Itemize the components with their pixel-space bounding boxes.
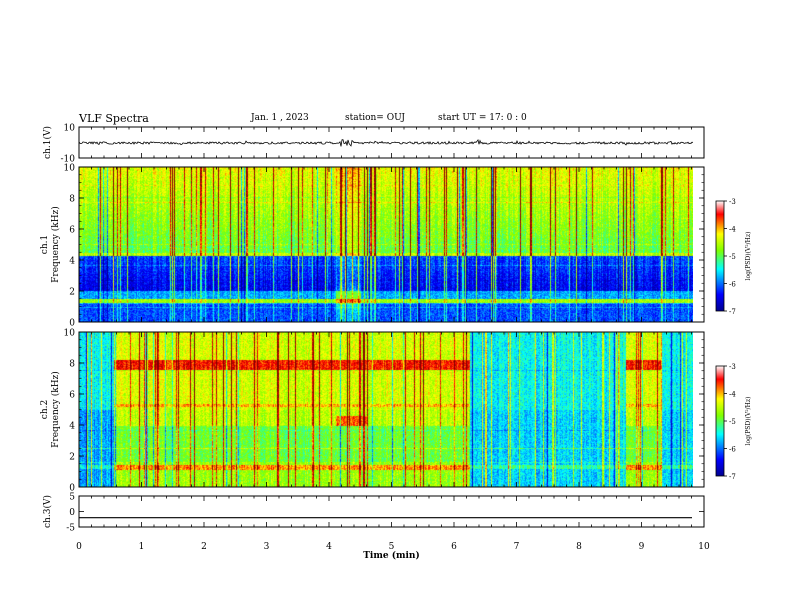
ch3-ylabel: ch.3(V) xyxy=(42,495,53,528)
colorbar-tick-label: -3 xyxy=(729,198,736,206)
y-tick-label: -10 xyxy=(61,155,76,165)
x-tick-label: 1 xyxy=(139,542,145,552)
x-tick-label: 4 xyxy=(326,542,332,552)
y-tick-label: 10 xyxy=(64,329,76,339)
ch2-colorbar xyxy=(715,365,725,477)
x-tick-label: 7 xyxy=(514,542,520,552)
ch1-spectrogram-image xyxy=(79,167,693,322)
ch1-spectrogram-channel-label: ch.1 xyxy=(40,235,50,254)
colorbar-tick-label: -4 xyxy=(729,226,736,234)
ch2-frequency-label: Frequency (kHz) xyxy=(50,371,61,448)
y-tick-label: 10 xyxy=(64,164,76,174)
y-tick-label: 6 xyxy=(69,226,75,236)
y-tick-label: 5 xyxy=(69,493,75,503)
x-axis-label: Time (min) xyxy=(363,550,420,561)
ch2-spectrogram-channel-label: ch.2 xyxy=(40,400,50,419)
x-tick-label: 10 xyxy=(698,542,710,552)
start-time-label: start UT = 17: 0 : 0 xyxy=(438,113,527,123)
colorbar-tick-label: -7 xyxy=(729,308,736,316)
y-tick-label: 8 xyxy=(69,195,75,205)
y-tick-label: -5 xyxy=(66,524,75,534)
x-tick-label: 3 xyxy=(264,542,270,552)
colorbar-tick-label: -7 xyxy=(729,473,736,481)
ch2-spectrogram-image xyxy=(79,332,693,487)
x-tick-label: 2 xyxy=(201,542,207,552)
y-tick-label: 4 xyxy=(69,257,75,267)
y-tick-label: 4 xyxy=(69,422,75,432)
chart-title: VLF Spectra xyxy=(79,112,149,125)
colorbar-tick-label: -6 xyxy=(729,446,736,454)
colorbar-tick-label: -4 xyxy=(729,391,736,399)
y-tick-label: 6 xyxy=(69,391,75,401)
colorbar-tick-label: -5 xyxy=(729,418,736,426)
colorbar-tick-label: -6 xyxy=(729,281,736,289)
station-label: station= OUJ xyxy=(345,113,406,123)
ch1-colorbar xyxy=(715,200,725,312)
ch1-waveform-trace xyxy=(78,138,694,147)
x-tick-label: 6 xyxy=(451,542,457,552)
y-tick-label: 0 xyxy=(69,319,75,329)
ch1-ylabel: ch.1(V) xyxy=(42,126,53,159)
y-tick-label: 2 xyxy=(69,288,75,298)
colorbar-tick-label: -3 xyxy=(729,363,736,371)
ch1-colorbar-label: log(PSD)(V²/Hz) xyxy=(745,232,752,281)
colorbar-tick-label: -5 xyxy=(729,253,736,261)
y-tick-label: 8 xyxy=(69,360,75,370)
y-tick-label: 0 xyxy=(69,484,75,494)
x-tick-label: 5 xyxy=(389,542,395,552)
y-tick-label: 2 xyxy=(69,453,75,463)
y-tick-label: 0 xyxy=(69,508,75,518)
date-label: Jan. 1 , 2023 xyxy=(251,113,309,123)
ch1-frequency-label: Frequency (kHz) xyxy=(50,206,61,283)
x-tick-label: 0 xyxy=(76,542,82,552)
ch2-colorbar-label: log(PSD)(V²/Hz) xyxy=(745,397,752,446)
x-tick-label: 9 xyxy=(639,542,645,552)
y-tick-label: 10 xyxy=(64,124,76,134)
x-tick-label: 8 xyxy=(576,542,582,552)
